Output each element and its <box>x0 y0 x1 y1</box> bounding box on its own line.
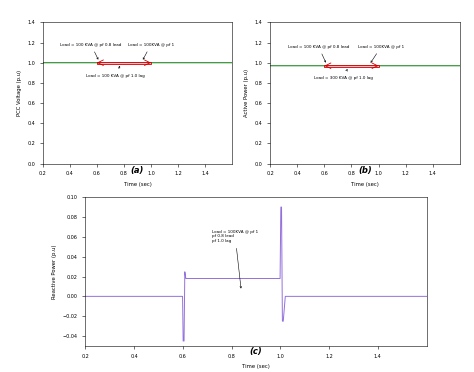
Bar <box>97 62 151 64</box>
Text: Load = 300 KVA @ pf 1.0 lag: Load = 300 KVA @ pf 1.0 lag <box>313 70 373 80</box>
Text: Load = 100KVA @ pf 1: Load = 100KVA @ pf 1 <box>358 45 404 62</box>
Bar <box>324 65 379 67</box>
Text: Load = 100KVA @ pf 1: Load = 100KVA @ pf 1 <box>128 42 174 59</box>
X-axis label: Time (sec): Time (sec) <box>242 364 270 369</box>
Text: Load = 100 KVA @ pf 0.8 lead: Load = 100 KVA @ pf 0.8 lead <box>288 45 349 62</box>
Text: (b): (b) <box>358 166 372 175</box>
Y-axis label: Reactive Power (p.u): Reactive Power (p.u) <box>52 244 57 299</box>
Text: Load = 100 KVA @ pf 1.0 lag: Load = 100 KVA @ pf 1.0 lag <box>86 66 145 78</box>
Text: Load = 100 KVA @ pf 0.8 lead: Load = 100 KVA @ pf 0.8 lead <box>60 42 122 59</box>
Text: (a): (a) <box>131 166 144 175</box>
Y-axis label: PCC Voltage (p.u): PCC Voltage (p.u) <box>17 70 22 116</box>
X-axis label: Time (sec): Time (sec) <box>351 182 379 187</box>
X-axis label: Time (sec): Time (sec) <box>124 182 151 187</box>
Y-axis label: Active Power (p.u): Active Power (p.u) <box>244 69 249 117</box>
Text: (c): (c) <box>250 347 262 356</box>
Text: Load = 100KVA @ pf 1
pf 0.8 lead
pf 1.0 lag: Load = 100KVA @ pf 1 pf 0.8 lead pf 1.0 … <box>212 230 258 288</box>
